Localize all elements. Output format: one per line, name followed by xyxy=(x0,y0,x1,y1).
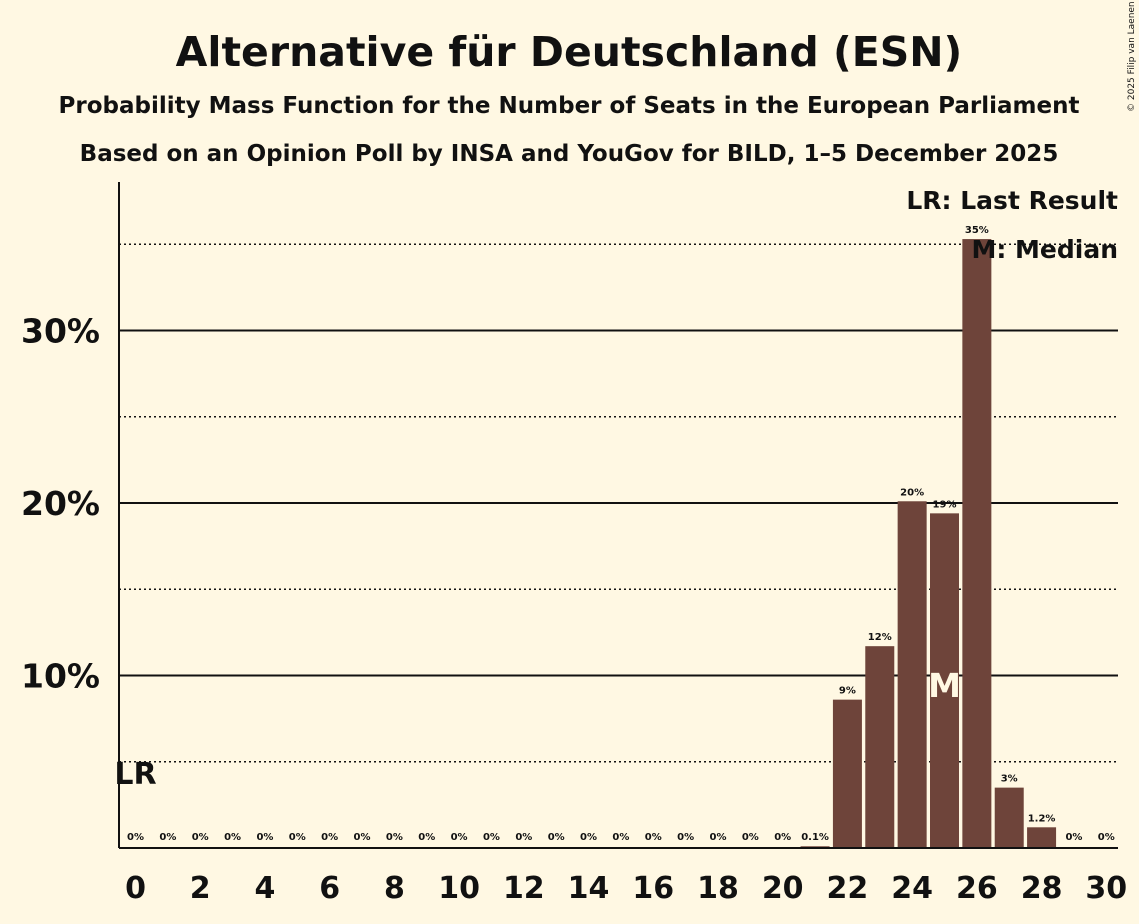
y-tick-label: 10% xyxy=(21,657,100,696)
bar-value-label: 0% xyxy=(774,832,791,843)
x-tick-label: 6 xyxy=(319,871,340,906)
bar-value-label: 0% xyxy=(483,832,500,843)
chart-title: Alternative für Deutschland (ESN) xyxy=(176,28,963,76)
bar-value-labels: 0% 0% 0% 0% 0% 0% 0% 0% 0% 0% 0% 0% 0% 0% 0% 0% 0% 0% 0% 0%… xyxy=(127,225,1115,843)
bar-value-label: 0% xyxy=(1098,832,1115,843)
x-tick-label: 12 xyxy=(503,871,545,906)
x-tick-label: 30 xyxy=(1085,871,1127,906)
chart-source: Based on an Opinion Poll by INSA and You… xyxy=(80,141,1059,167)
bar-value-label: 0% xyxy=(289,832,306,843)
bar-value-label: 0% xyxy=(515,832,532,843)
x-tick-label: 24 xyxy=(891,871,933,906)
bars xyxy=(800,239,1057,848)
y-axis: 10% 20% 30% xyxy=(21,182,120,848)
x-tick-label: 26 xyxy=(956,871,998,906)
bar-value-label: 19% xyxy=(933,499,957,510)
x-tick-label: 4 xyxy=(255,871,276,906)
bar-value-label: 1.2% xyxy=(1028,813,1056,824)
copyright-text: © 2025 Filip van Laenen xyxy=(1127,1,1137,112)
bar xyxy=(865,646,895,848)
legend-median: M: Median xyxy=(971,235,1118,264)
bar-value-label: 0% xyxy=(1065,832,1082,843)
bar-value-label: 35% xyxy=(965,225,989,236)
bar xyxy=(962,239,992,848)
bar-value-label: 0% xyxy=(256,832,273,843)
bar xyxy=(897,501,927,848)
bar xyxy=(930,513,959,848)
bar-value-label: 0% xyxy=(451,832,468,843)
median-marker: M xyxy=(928,666,961,705)
x-tick-label: 22 xyxy=(827,871,869,906)
x-tick-label: 16 xyxy=(632,871,674,906)
bar-value-label: 0% xyxy=(192,832,209,843)
bar-value-label: 0% xyxy=(677,832,694,843)
bar-value-label: 9% xyxy=(839,686,856,697)
bar-value-label: 0% xyxy=(580,832,597,843)
bar-value-label: 0% xyxy=(709,832,726,843)
chart-subtitle: Probability Mass Function for the Number… xyxy=(59,93,1080,119)
bar-value-label: 3% xyxy=(1001,774,1018,785)
bar-value-label: 12% xyxy=(868,632,892,643)
bar-value-label: 0% xyxy=(612,832,629,843)
bar-value-label: 0% xyxy=(742,832,759,843)
x-tick-label: 8 xyxy=(384,871,405,906)
x-tick-label: 28 xyxy=(1021,871,1063,906)
bar-value-label: 0% xyxy=(321,832,338,843)
y-tick-label: 30% xyxy=(21,312,100,351)
bar-value-label: 0% xyxy=(354,832,371,843)
x-tick-label: 2 xyxy=(190,871,211,906)
bar-value-label: 0% xyxy=(418,832,435,843)
x-tick-label: 10 xyxy=(438,871,480,906)
bar xyxy=(1027,827,1057,848)
last-result-marker: LR xyxy=(114,757,156,792)
x-tick-label: 20 xyxy=(762,871,804,906)
x-axis: 0 2 4 6 8 10 12 14 16 18 20 22 24 26 28 30 xyxy=(119,847,1127,906)
y-tick-label: 20% xyxy=(21,484,100,523)
markers: LR M xyxy=(114,666,961,792)
x-tick-label: 0 xyxy=(125,871,146,906)
bar-value-label: 0.1% xyxy=(801,832,829,843)
bar xyxy=(994,787,1024,848)
bar-value-label: 0% xyxy=(224,832,241,843)
bar-value-label: 0% xyxy=(159,832,176,843)
x-tick-label: 14 xyxy=(568,871,610,906)
bar xyxy=(832,699,862,848)
bar-value-label: 0% xyxy=(386,832,403,843)
bar-value-label: 0% xyxy=(127,832,144,843)
bar-value-label: 0% xyxy=(645,832,662,843)
legend-last-result: LR: Last Result xyxy=(906,186,1118,215)
bar-value-label: 20% xyxy=(900,487,924,498)
x-tick-label: 18 xyxy=(697,871,739,906)
bar-value-label: 0% xyxy=(548,832,565,843)
